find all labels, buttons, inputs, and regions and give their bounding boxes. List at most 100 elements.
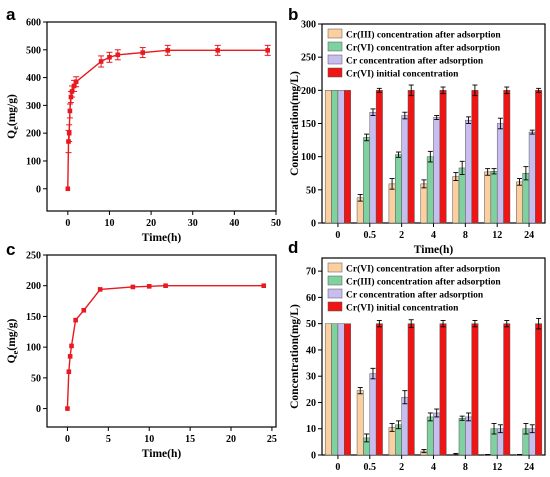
legend-label-b: Cr(III) concentration after adsorption	[346, 30, 501, 41]
x-tick-label-c: 0	[65, 434, 70, 445]
legend-label-b: Cr(VI) concentration after adsorption	[346, 43, 501, 54]
bar-b	[337, 90, 345, 224]
data-point-a	[107, 54, 112, 60]
bar-d	[407, 323, 415, 456]
bar-b	[344, 90, 351, 224]
plot-frame-c	[46, 254, 277, 428]
bar-b	[401, 115, 409, 224]
bar-d	[535, 323, 543, 456]
y-tick-label-b: 50	[306, 185, 316, 196]
x-tick-label-b: 4	[431, 230, 436, 241]
panel-label-c: c	[6, 240, 15, 259]
y-tick-label-b: 0	[311, 219, 316, 230]
series-line-c	[66, 285, 264, 409]
legend-label-d: Cr(VI) concentration after adsorption	[346, 264, 501, 275]
y-tick-label-c: 50	[31, 373, 41, 384]
x-tick-label-b: 8	[463, 230, 468, 241]
bar-b	[516, 181, 523, 224]
y-tick-label-c: 0	[36, 404, 41, 415]
bar-b	[535, 90, 543, 224]
data-point-a	[67, 108, 73, 114]
x-tick-label-c: 10	[144, 434, 154, 445]
data-point-c	[146, 284, 152, 289]
y-tick-label-b: 150	[301, 119, 316, 130]
bar-d	[375, 323, 383, 456]
bar-b	[331, 90, 339, 224]
legend-swatch-b	[327, 41, 343, 52]
bar-d	[369, 373, 377, 456]
bar-d	[331, 323, 339, 456]
x-tick-label-d: 24	[524, 462, 534, 473]
legend-swatch-b	[327, 54, 343, 65]
data-point-a	[98, 59, 104, 64]
data-point-c	[130, 284, 136, 290]
bar-b	[528, 131, 536, 224]
bar-b	[522, 173, 530, 224]
bar-d	[465, 416, 472, 456]
y-tick-label-a: 100	[26, 156, 41, 167]
bar-b	[388, 183, 396, 224]
legend-label-b: Cr(VI) initial concentration	[346, 69, 459, 80]
bar-d	[401, 396, 409, 456]
y-tick-label-d: 70	[306, 267, 316, 278]
bar-b	[426, 156, 434, 224]
legend-swatch-d	[327, 301, 343, 312]
bar-b	[433, 117, 441, 224]
bar-d	[433, 412, 441, 456]
x-tick-label-b: 2	[399, 230, 404, 241]
y-tick-label-b: 250	[301, 53, 316, 64]
bar-d	[471, 323, 479, 456]
y-axis-label-a: Qe(mg/g)	[6, 94, 20, 139]
y-tick-label-a: 500	[26, 45, 41, 56]
bar-b	[369, 111, 377, 224]
y-tick-label-a: 400	[26, 73, 41, 84]
data-point-c	[65, 406, 70, 411]
x-tick-label-c: 25	[267, 434, 277, 445]
y-axis-label-unit: (mg/g)	[6, 94, 18, 126]
data-point-a	[165, 48, 171, 53]
y-tick-label-d: 10	[306, 424, 316, 435]
y-tick-label-d: 40	[306, 345, 316, 356]
data-point-a	[65, 186, 71, 192]
bar-b	[465, 119, 472, 224]
bar-b	[503, 90, 511, 224]
x-axis-label-c: Time(h)	[142, 448, 182, 460]
x-tick-label-a: 0	[65, 218, 70, 229]
bar-b	[420, 183, 428, 224]
data-point-c	[66, 369, 72, 375]
legend-label-b: Cr concentration after adsorption	[346, 57, 484, 67]
y-tick-label-d: 20	[306, 398, 316, 409]
data-point-a	[71, 83, 77, 89]
x-axis-label-a: Time(h)	[142, 232, 182, 244]
y-tick-label-d: 30	[306, 372, 316, 383]
x-tick-label-c: 20	[226, 434, 236, 445]
y-axis-label-sub: e	[10, 350, 20, 354]
y-tick-label-a: 300	[26, 101, 41, 112]
bar-d	[356, 390, 364, 456]
data-point-a	[66, 130, 72, 136]
y-tick-label-c: 200	[26, 281, 41, 292]
bar-b	[490, 171, 498, 224]
data-point-c	[163, 283, 168, 289]
data-point-a	[73, 79, 79, 85]
x-tick-label-c: 15	[185, 434, 195, 445]
legend-swatch-b	[327, 28, 343, 39]
y-axis-label-unit: (mg/g)	[6, 318, 18, 350]
y-tick-label-d: 60	[306, 293, 316, 304]
bar-b	[356, 197, 364, 224]
x-tick-label-b: 12	[492, 230, 502, 241]
x-tick-label-d: 0	[335, 462, 340, 473]
plot-frame-a	[46, 21, 277, 212]
data-point-a	[115, 52, 121, 58]
panel-label-b: b	[288, 5, 298, 24]
bar-b	[363, 137, 371, 224]
y-axis-label-d: Concentration(mg/L)	[289, 304, 301, 409]
legend-label-d: Cr(VI) initial concentration	[346, 303, 459, 314]
data-point-c	[81, 307, 87, 313]
y-tick-label-a: 0	[36, 184, 41, 195]
y-axis-label-main: Q	[6, 130, 18, 139]
panel-label-a: a	[6, 5, 16, 24]
x-tick-label-d: 0.5	[364, 462, 377, 473]
bar-b	[484, 171, 492, 224]
